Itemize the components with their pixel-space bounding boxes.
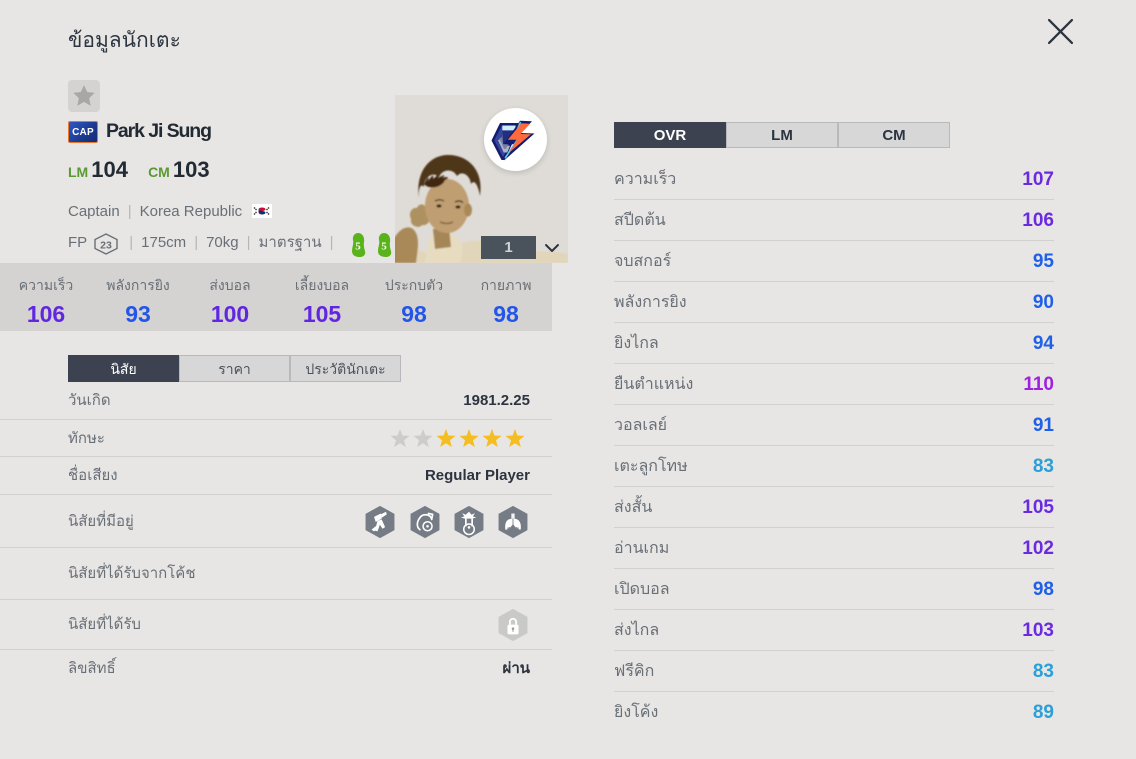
svg-text:5: 5 [381, 241, 387, 253]
svg-text:23: 23 [100, 240, 112, 252]
svg-text:5: 5 [355, 241, 361, 253]
